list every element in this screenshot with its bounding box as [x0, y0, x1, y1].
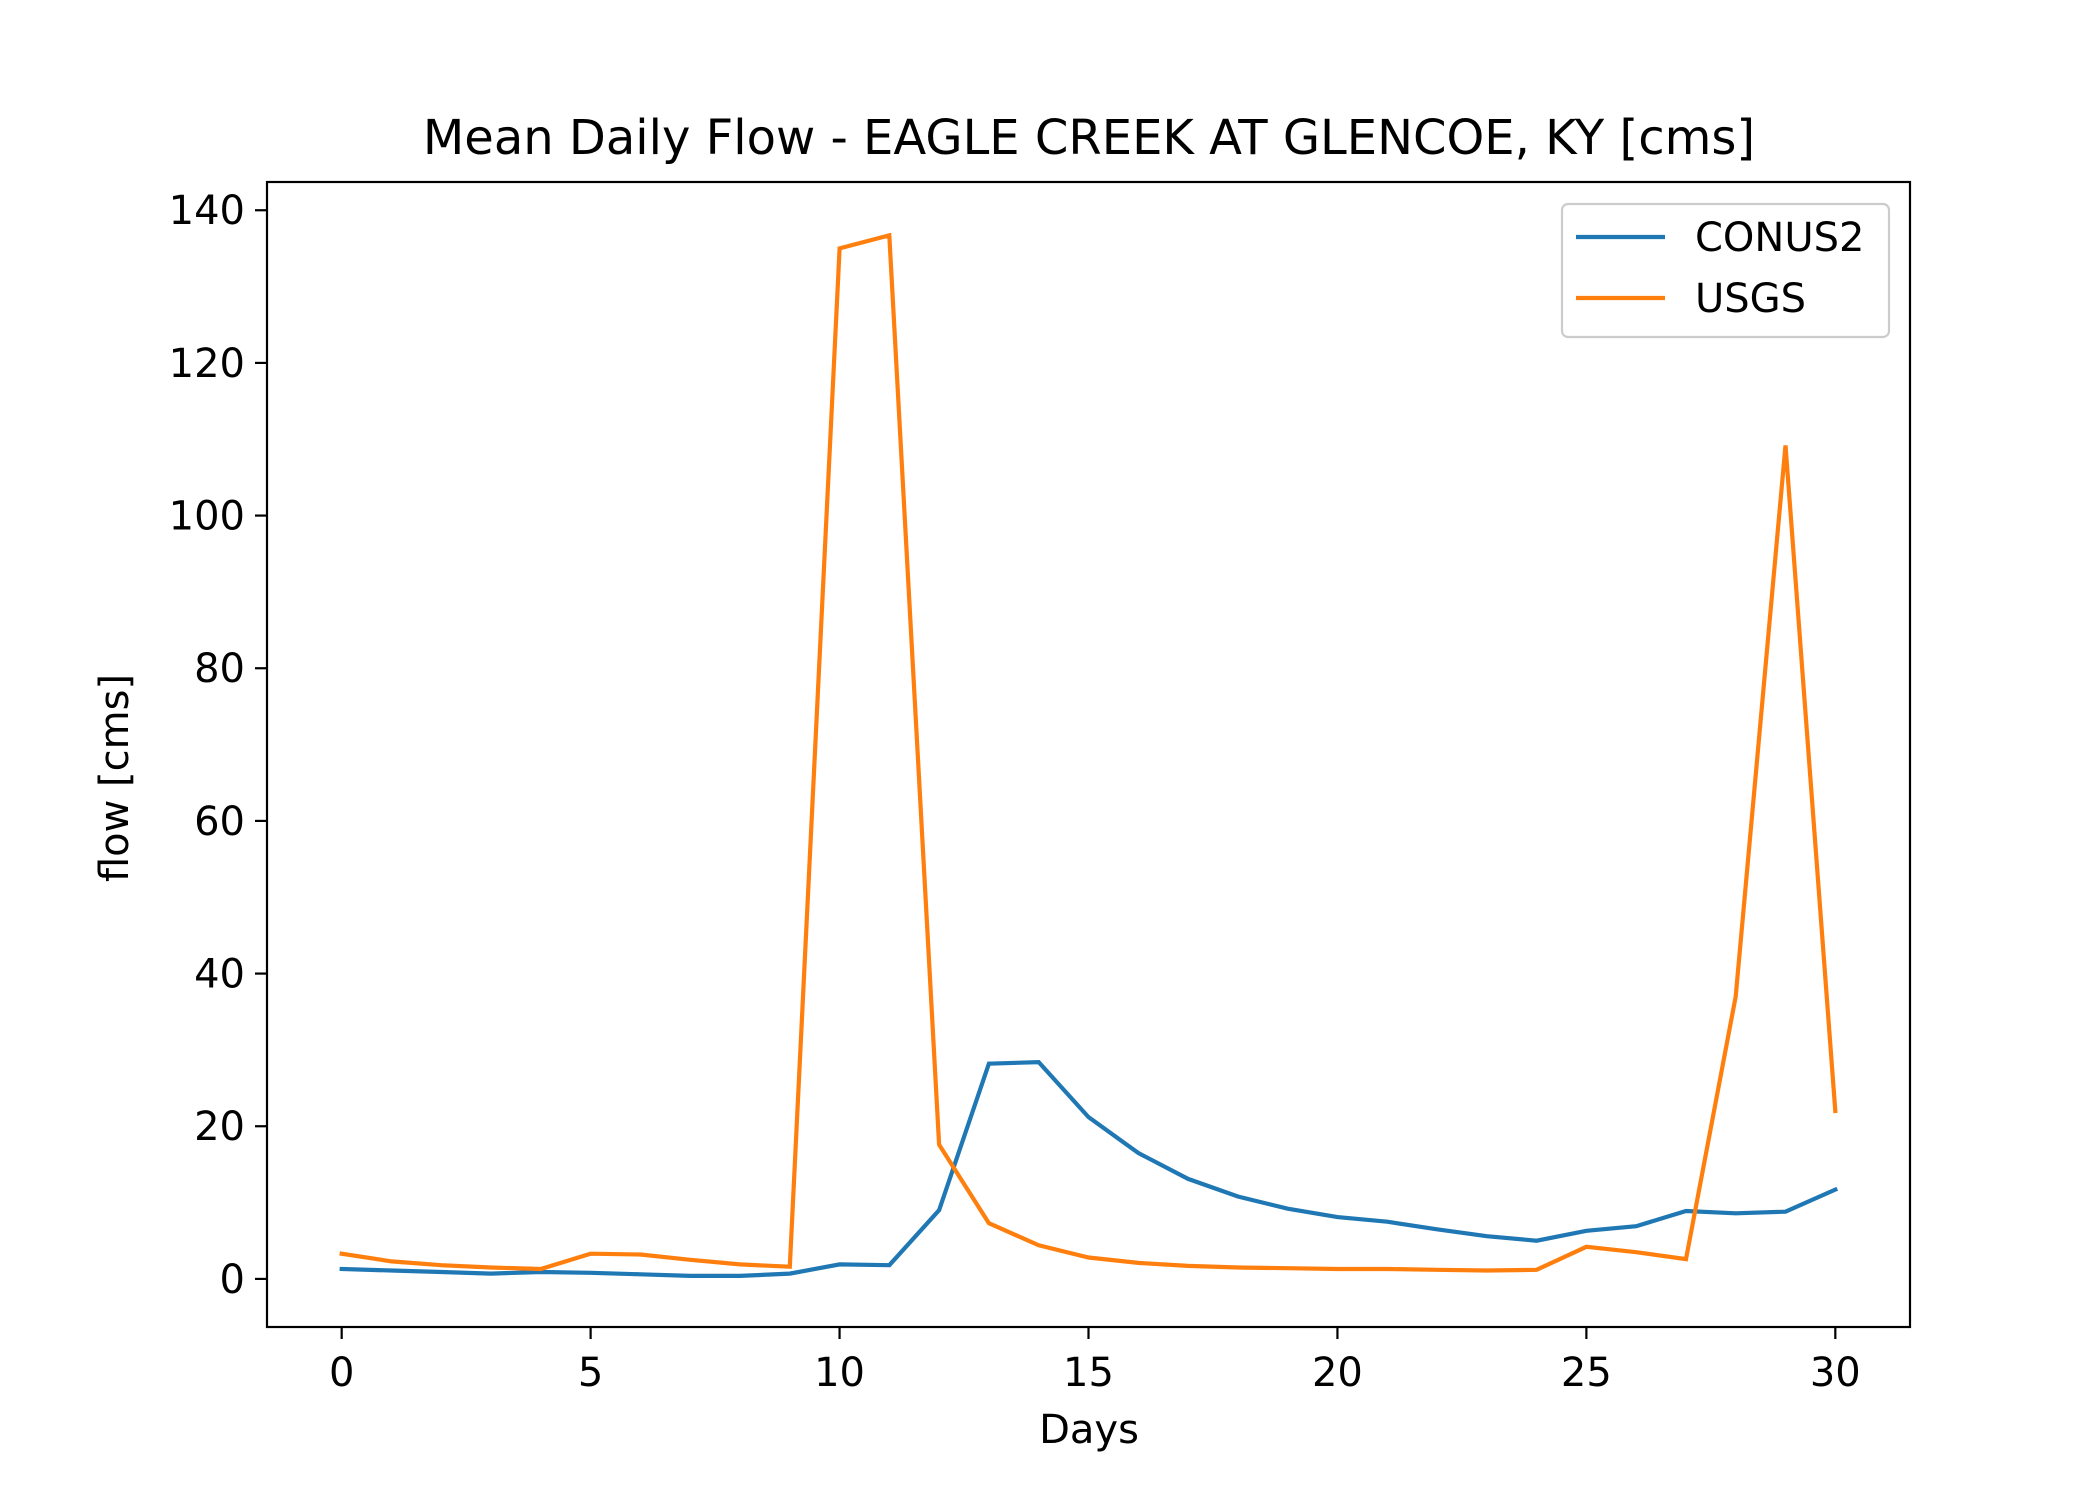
y-tick-label: 20 — [194, 1104, 245, 1150]
x-tick-label: 0 — [329, 1350, 354, 1396]
x-tick-label: 30 — [1810, 1350, 1861, 1396]
y-tick-label: 0 — [220, 1257, 245, 1303]
legend: CONUS2 USGS — [1560, 202, 1891, 339]
chart-title: Mean Daily Flow - EAGLE CREEK AT GLENCOE… — [423, 110, 1755, 166]
y-tick-label: 60 — [194, 799, 245, 845]
series-line-conus2 — [339, 1059, 1839, 1279]
y-tick-label: 100 — [169, 494, 245, 540]
series-line-usgs — [339, 232, 1838, 1273]
x-tick-label: 5 — [578, 1350, 603, 1396]
axes: 0 5 10 15 20 25 30 0 20 40 60 80 100 120 140 — [169, 180, 1912, 1396]
legend-label-conus2: CONUS2 — [1695, 215, 1864, 261]
legend-label-usgs: USGS — [1695, 276, 1806, 322]
x-tick-label: 25 — [1561, 1350, 1612, 1396]
y-tick-label: 40 — [194, 952, 245, 998]
plot-area — [339, 232, 1839, 1279]
x-tick-label: 20 — [1312, 1350, 1363, 1396]
x-tick-label: 10 — [814, 1350, 865, 1396]
y-axis-title: flow [cms] — [92, 674, 138, 882]
y-tick-label: 120 — [169, 341, 245, 387]
x-tick-label: 15 — [1063, 1350, 1114, 1396]
x-axis-title: Days — [1039, 1407, 1139, 1453]
y-tick-label: 140 — [169, 188, 245, 234]
y-tick-label: 80 — [194, 646, 245, 692]
